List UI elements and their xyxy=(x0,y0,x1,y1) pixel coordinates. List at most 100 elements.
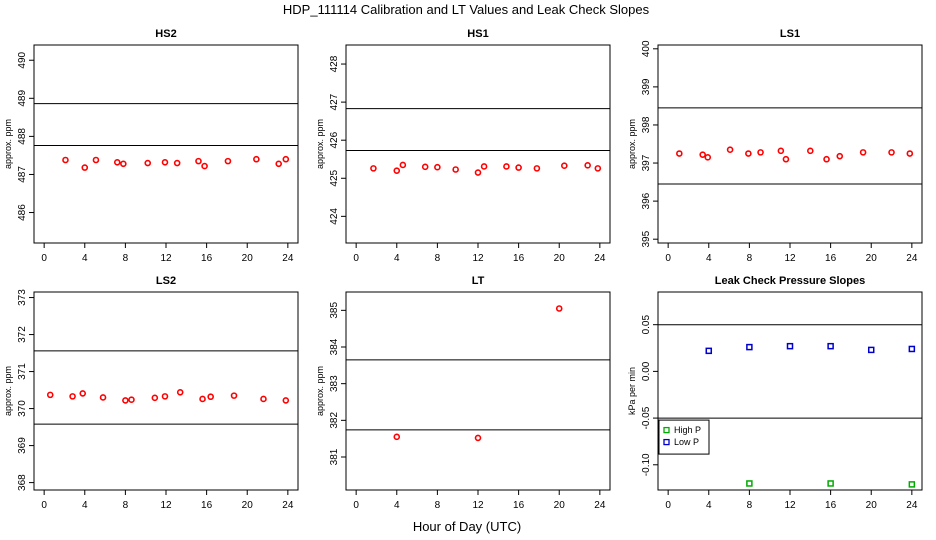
data-point xyxy=(79,390,87,397)
y-tick-label: 488 xyxy=(17,128,28,145)
y-tick-label: 395 xyxy=(641,230,652,247)
y-tick-label: 383 xyxy=(329,375,340,392)
data-point xyxy=(69,393,76,400)
y-tick-label: 428 xyxy=(329,55,340,72)
legend-marker xyxy=(663,438,670,446)
y-tick-label: 368 xyxy=(17,474,28,491)
data-point xyxy=(452,166,459,173)
y-tick-label: 371 xyxy=(17,363,28,380)
data-point xyxy=(823,155,830,163)
x-tick-label: 4 xyxy=(706,253,712,264)
panel-title: LT xyxy=(472,275,485,287)
x-tick-label: 8 xyxy=(123,500,129,511)
data-point xyxy=(120,160,127,168)
panel-title: HS1 xyxy=(467,28,488,40)
data-point xyxy=(275,160,283,168)
panel-title: HS2 xyxy=(155,28,176,40)
plot-frame xyxy=(33,291,299,491)
data-point xyxy=(161,393,169,400)
y-tick-label: 382 xyxy=(329,412,340,429)
y-tick-label: 427 xyxy=(329,93,340,110)
x-tick-label: 16 xyxy=(201,253,213,264)
x-tick-label: 16 xyxy=(513,500,525,511)
data-point xyxy=(827,342,834,350)
x-tick-label: 20 xyxy=(554,253,566,264)
x-tick-label: 16 xyxy=(513,253,525,264)
data-point xyxy=(515,164,522,171)
data-point xyxy=(827,480,834,487)
x-tick-label: 24 xyxy=(906,253,918,264)
y-tick-label: 372 xyxy=(17,326,28,343)
data-point xyxy=(230,392,238,399)
x-tick-label: 0 xyxy=(665,253,671,264)
data-point xyxy=(282,155,290,163)
data-point xyxy=(99,394,107,401)
data-point xyxy=(260,395,267,403)
data-point xyxy=(399,161,407,169)
data-point xyxy=(161,158,169,166)
y-tick-label: 384 xyxy=(329,338,340,355)
x-tick-label: 4 xyxy=(394,253,400,264)
data-point xyxy=(746,480,753,487)
y-axis-label: approx. ppm xyxy=(315,119,325,169)
y-tick-label: 490 xyxy=(17,51,28,68)
y-tick-label: 486 xyxy=(17,204,28,221)
y-tick-label: 399 xyxy=(641,78,652,95)
data-point xyxy=(704,154,712,161)
legend-marker xyxy=(663,426,670,434)
x-tick-label: 0 xyxy=(41,253,47,264)
y-tick-label: 0.00 xyxy=(641,361,652,381)
data-point xyxy=(503,163,510,170)
panel-3: LS1 0 4 8 12 16 20 24 395 396 397 398 399 400 approx. … xyxy=(627,28,923,264)
data-point xyxy=(888,149,895,156)
panel-title: LS1 xyxy=(780,28,800,40)
y-tick-label: 425 xyxy=(329,169,340,186)
x-tick-label: 4 xyxy=(82,500,88,511)
x-tick-label: 12 xyxy=(784,500,796,511)
x-tick-label: 20 xyxy=(242,253,254,264)
data-point xyxy=(561,162,568,170)
x-tick-label: 12 xyxy=(472,500,484,511)
x-tick-label: 8 xyxy=(747,500,753,511)
y-axis-label: approx. ppm xyxy=(3,366,13,416)
legend-box xyxy=(658,419,710,455)
x-tick-label: 8 xyxy=(435,500,441,511)
y-tick-label: 398 xyxy=(641,116,652,133)
data-point xyxy=(746,343,753,351)
x-tick-label: 4 xyxy=(706,500,712,511)
data-point xyxy=(113,158,121,166)
panel-5: LT 0 4 8 12 16 20 24 381 382 383 384 385 approx. ppm xyxy=(315,275,611,511)
panel-title: LS2 xyxy=(156,275,176,287)
data-point xyxy=(786,342,794,350)
y-tick-label: 381 xyxy=(329,448,340,465)
y-tick-label: 489 xyxy=(17,90,28,107)
x-tick-label: 16 xyxy=(825,253,837,264)
data-point xyxy=(62,156,69,164)
plot-frame xyxy=(657,291,923,491)
data-point xyxy=(176,388,184,396)
x-tick-label: 12 xyxy=(160,253,172,264)
x-tick-label: 8 xyxy=(123,253,129,264)
panel-6: Leak Check Pressure Slopes 0 4 8 12 16 20 24 -0.… xyxy=(627,275,923,511)
x-tick-label: 24 xyxy=(594,253,606,264)
data-point xyxy=(777,147,785,155)
y-tick-label: -0.10 xyxy=(641,453,652,476)
x-tick-label: 4 xyxy=(394,500,400,511)
y-tick-label: 370 xyxy=(17,400,28,417)
panel-1: HS2 0 4 8 12 16 20 24 486 487 488 489 490 approx. ppm xyxy=(3,28,299,264)
data-point xyxy=(46,391,54,399)
x-tick-label: 8 xyxy=(747,253,753,264)
data-point xyxy=(555,305,563,312)
data-point xyxy=(128,396,135,403)
data-point xyxy=(474,169,482,176)
x-tick-label: 24 xyxy=(906,500,918,511)
x-tick-label: 20 xyxy=(242,500,254,511)
data-point xyxy=(122,397,129,404)
x-tick-label: 8 xyxy=(435,253,441,264)
data-point xyxy=(584,162,591,169)
y-tick-label: 487 xyxy=(17,166,28,183)
x-tick-label: 12 xyxy=(784,253,796,264)
data-point xyxy=(421,163,429,171)
data-point xyxy=(144,159,152,167)
data-point xyxy=(705,347,713,355)
